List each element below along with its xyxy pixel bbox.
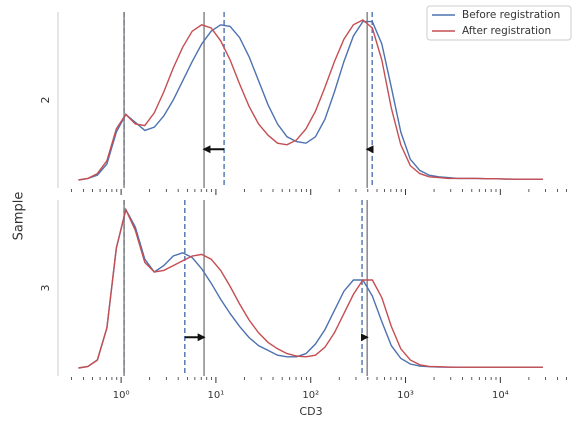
legend-frame <box>426 5 572 41</box>
legend-label: Before registration <box>462 9 560 21</box>
density-line <box>78 207 543 369</box>
density-line <box>78 207 543 369</box>
y-axis-label: Sample <box>12 192 27 241</box>
density-line <box>78 20 543 181</box>
x-tick-label: 10³ <box>397 390 414 401</box>
x-tick-label: 10² <box>302 390 319 401</box>
x-tick-label: 10⁴ <box>492 390 509 401</box>
panel-label: 2 <box>39 97 52 104</box>
x-tick-label: 10¹ <box>208 390 225 401</box>
legend-label: After registration <box>462 25 551 37</box>
x-axis-label: CD3 <box>299 405 322 418</box>
legend: Before registration After registration <box>426 5 572 41</box>
x-tick-label: 10⁰ <box>113 390 130 401</box>
density-line <box>78 19 543 181</box>
panel-label: 3 <box>39 285 52 292</box>
